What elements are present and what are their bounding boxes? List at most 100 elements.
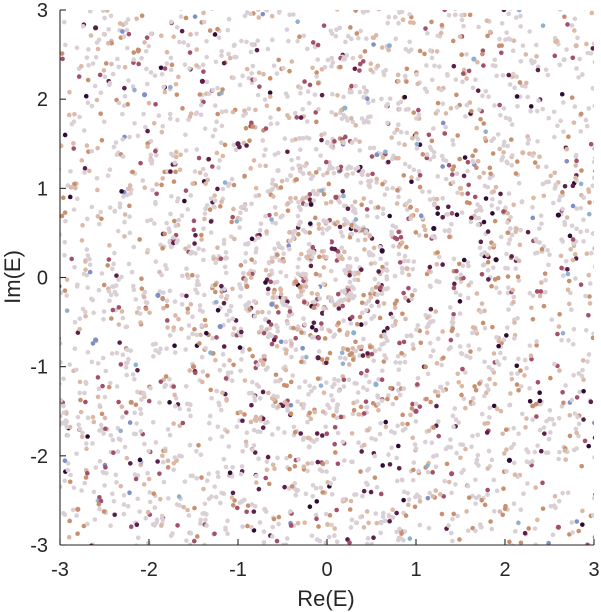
data-point [530,417,535,422]
data-point [371,358,377,363]
data-point [390,314,395,320]
data-point [64,424,70,430]
data-point [182,479,188,484]
data-point [501,337,506,343]
data-point [263,163,269,169]
data-point [153,259,159,264]
data-point [117,204,123,210]
data-point [576,75,581,80]
data-point [226,16,232,22]
data-point [190,314,195,320]
data-point [380,181,385,187]
data-point [263,10,266,11]
data-point [577,56,582,62]
data-point [220,10,223,11]
data-point [428,306,434,312]
data-point [110,284,115,289]
data-point [106,257,112,262]
data-point [358,61,363,67]
series-point [404,265,410,272]
data-point [253,185,259,191]
data-point [474,165,479,171]
data-point [186,323,192,328]
data-point [295,271,301,276]
data-point [246,271,252,277]
data-point [360,169,366,174]
data-point [371,535,376,541]
data-point [80,222,85,228]
data-point [494,335,499,340]
data-point [409,296,415,302]
data-point [75,330,81,335]
data-point [327,512,333,518]
data-point [214,150,220,156]
data-point [488,171,493,177]
data-point [588,399,594,405]
data-point [221,241,227,246]
data-point [89,204,95,210]
data-point [170,235,176,240]
data-point [528,353,534,358]
y-tick-label: -2 [30,446,48,468]
data-point [373,285,379,290]
data-point [580,358,586,363]
data-point [565,490,571,496]
data-point [172,455,178,460]
data-point [581,388,586,394]
data-point [60,290,64,296]
data-point [287,453,293,459]
data-point [320,490,326,495]
data-point [435,108,441,114]
data-point [121,502,127,507]
data-point [216,165,221,171]
data-point [184,266,189,271]
data-point [461,467,466,473]
data-point [337,255,342,261]
data-point [349,140,355,145]
data-point [130,84,136,89]
data-point [405,421,410,427]
data-point [373,511,379,516]
data-point [357,353,363,358]
data-point [406,285,411,291]
data-point [71,146,77,151]
data-point [513,15,519,20]
data-point [306,136,312,141]
data-point [192,505,197,511]
data-point [276,521,281,527]
data-point [410,266,416,272]
data-point [365,536,371,541]
data-point [127,420,133,425]
data-point [157,400,162,405]
data-point [220,87,225,92]
data-point [565,271,571,277]
data-point [288,199,294,204]
data-point [590,335,594,341]
data-point [194,476,199,481]
data-point [402,258,407,264]
data-point [326,166,332,172]
data-point [479,497,484,503]
data-point [63,42,68,48]
data-point [145,247,151,253]
data-point [116,100,122,106]
data-point [505,230,511,236]
data-point [352,66,358,72]
data-point [377,347,382,352]
data-point [375,395,381,400]
data-point [465,260,471,265]
data-point [539,221,544,227]
data-point [429,55,435,61]
data-point [153,440,159,445]
data-point [546,436,552,442]
data-point [382,192,388,197]
data-point [222,286,227,292]
data-point [365,468,370,473]
data-point [459,351,465,357]
data-point [380,514,386,519]
data-point [131,57,137,62]
data-point [591,41,594,47]
data-point [82,480,88,486]
data-point [162,66,168,71]
data-point [243,277,248,283]
